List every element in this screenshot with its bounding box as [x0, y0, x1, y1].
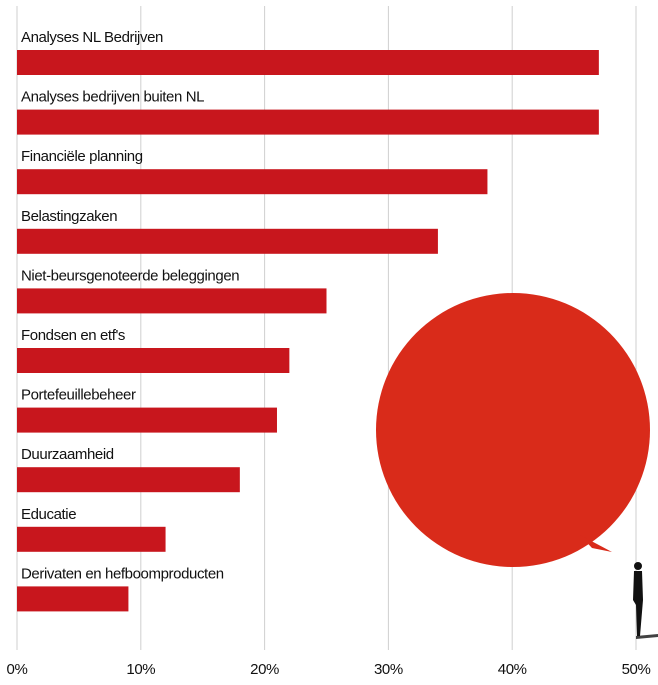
illustration — [376, 293, 658, 639]
category-label: Niet-beursgenoteerde beleggingen — [21, 267, 239, 284]
category-label: Financiële planning — [21, 148, 143, 165]
bar — [17, 408, 277, 433]
bar — [17, 110, 599, 135]
x-tick-label: 10% — [126, 661, 155, 678]
x-tick-label: 20% — [250, 661, 279, 678]
figure — [633, 562, 658, 639]
x-tick-label: 40% — [498, 661, 527, 678]
category-label: Educatie — [21, 506, 76, 523]
category-label: Portefeuillebeheer — [21, 387, 136, 404]
bar — [17, 169, 487, 194]
bar — [17, 527, 166, 552]
x-tick-label: 50% — [622, 661, 651, 678]
category-label: Fondsen en etf's — [21, 327, 125, 344]
bar — [17, 229, 438, 254]
x-tick-label: 30% — [374, 661, 403, 678]
category-label: Derivaten en hefboomproducten — [21, 565, 224, 582]
category-label: Analyses bedrijven buiten NL — [21, 89, 204, 106]
page: Analyses NL Bedrijven Analyses bedrijven … — [0, 0, 658, 685]
speech-bubble — [376, 293, 650, 567]
bar — [17, 288, 327, 313]
bar — [17, 348, 289, 373]
category-label: Duurzaamheid — [21, 446, 114, 463]
chart: Analyses NL Bedrijven Analyses bedrijven … — [0, 0, 658, 685]
bar — [17, 50, 599, 75]
category-label: Belastingzaken — [21, 208, 117, 225]
bar — [17, 467, 240, 492]
bar — [17, 586, 128, 611]
category-label: Analyses NL Bedrijven — [21, 29, 163, 46]
x-tick-label: 0% — [7, 661, 28, 678]
